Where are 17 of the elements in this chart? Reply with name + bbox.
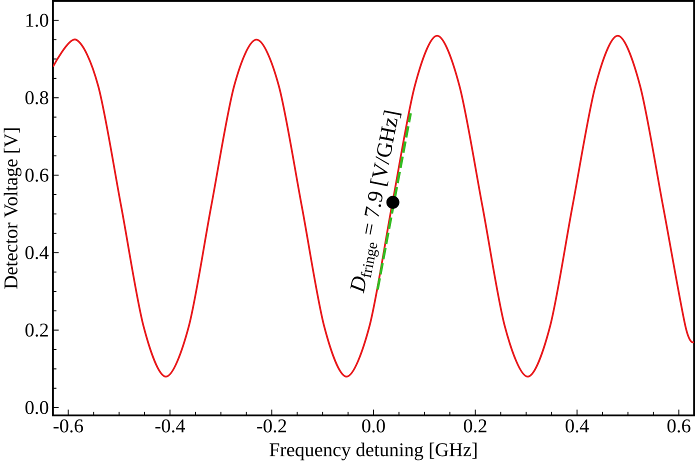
y-tick-label: 1.0 — [26, 14, 48, 27]
x-tick-label: -0.2 — [257, 419, 286, 432]
y-tick-label: 0.2 — [25, 324, 48, 337]
line-series — [52, 34, 694, 378]
x-tick-label: 0.4 — [566, 419, 589, 432]
y-tick-label: 0.4 — [25, 246, 49, 260]
x-tick-label: -0.4 — [155, 419, 186, 432]
x-tick-label: 0.0 — [362, 419, 385, 432]
y-axis-title: Detector Voltage [V] — [4, 128, 22, 289]
x-tick-label: -0.6 — [54, 419, 84, 432]
annotation: D$_{fringe}$ = 7.9 [V/GHz] — [350, 110, 402, 294]
y-tick-label: 0.6 — [25, 168, 48, 182]
x-axis-title: Frequency detuning [GHz] — [270, 442, 477, 460]
y-tick-label: 0.8 — [25, 91, 48, 104]
x-tick-label: 0.2 — [464, 419, 486, 432]
y-tick-label: 0.0 — [25, 400, 48, 414]
x-tick-label: 0.6 — [667, 419, 690, 432]
